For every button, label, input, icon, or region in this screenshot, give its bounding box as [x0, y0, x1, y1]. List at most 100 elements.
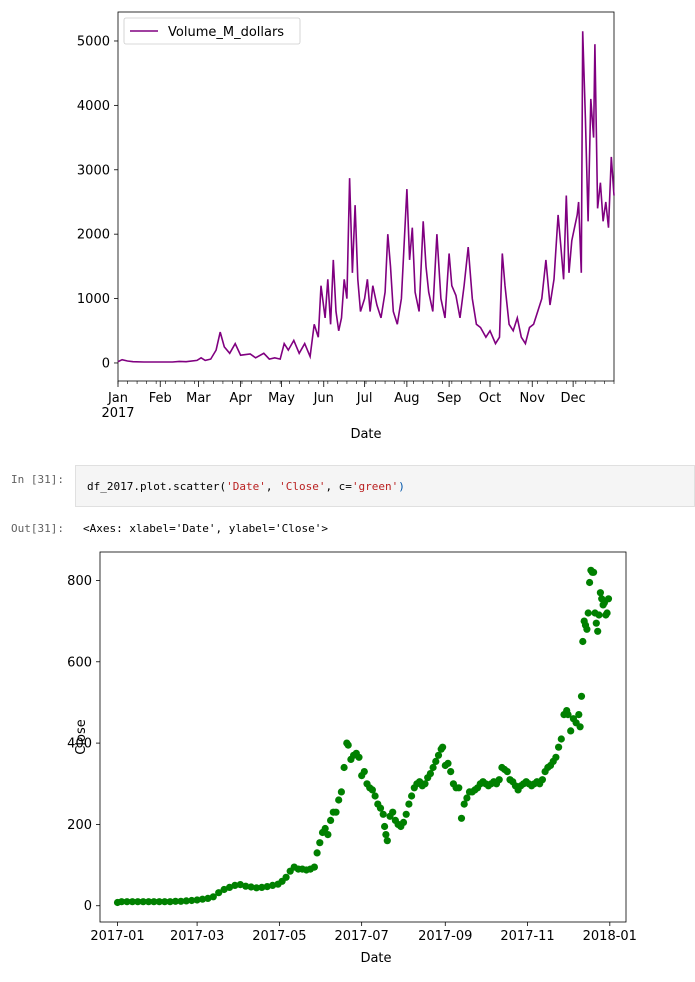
y-tick-label: 800: [67, 574, 92, 589]
scatter-point: [139, 898, 147, 906]
scatter-point: [402, 810, 410, 818]
x-year-label: 2017: [101, 406, 134, 421]
x-tick-label: May: [268, 391, 295, 406]
scatter-point: [457, 814, 466, 822]
scatter-point: [263, 883, 271, 891]
scatter-point: [604, 595, 613, 603]
scatter-point: [590, 568, 598, 576]
x-axis-ticks: Jan Feb Mar Apr May Jun Jul Aug Sep Oct Nov Dec: [107, 381, 615, 406]
scatter-point: [204, 894, 212, 902]
scatter-point: [368, 786, 376, 794]
scatter-point: [408, 792, 416, 800]
scatter-point: [594, 627, 602, 635]
x-tick-label: Jun: [313, 391, 334, 406]
x-tick-label: 2017-11: [500, 929, 554, 944]
scatter-point: [429, 763, 437, 772]
scatter-point: [236, 881, 244, 889]
code-close-paren: ): [398, 480, 405, 493]
scatter-point: [340, 763, 348, 772]
x-tick-label: Nov: [520, 391, 546, 406]
scatter-point: [432, 757, 440, 765]
scatter-point: [426, 770, 434, 778]
y-tick-label: 200: [67, 818, 92, 833]
x-tick-label: 2018-01: [583, 929, 637, 944]
legend: Volume_M_dollars: [123, 17, 301, 45]
x-tick-label: Jan: [107, 391, 128, 406]
scatter-point: [383, 837, 391, 845]
scatter-point: [421, 780, 429, 788]
scatter-point: [155, 898, 163, 906]
y-axis-label: Close: [74, 719, 89, 754]
scatter-point: [134, 898, 142, 906]
x-tick-label: Mar: [186, 391, 211, 406]
x-tick-label: Oct: [479, 391, 501, 406]
scatter-point: [225, 883, 234, 891]
scatter-point: [584, 609, 592, 617]
x-tick-label: 2017-01: [90, 929, 144, 944]
scatter-point: [360, 768, 368, 776]
scatter-point: [557, 735, 565, 743]
scatter-point: [503, 768, 511, 776]
volume-series-line: [117, 31, 615, 363]
scatter-point: [193, 896, 201, 904]
x-tick-label: 2017-03: [170, 929, 224, 944]
scatter-point: [389, 808, 397, 816]
code-text: df_2017.plot.scatter('Date', 'Close', c=…: [87, 480, 405, 493]
y-tick-label: 3000: [77, 163, 110, 178]
code-sep: ,: [265, 480, 280, 493]
y-axis-ticks: 0 200 400 600 800: [67, 574, 100, 914]
y-tick-label: 5000: [77, 34, 110, 49]
scatter-point: [576, 723, 584, 731]
scatter-point: [575, 711, 583, 719]
scatter-point: [171, 897, 180, 905]
scatter-point: [596, 589, 605, 597]
scatter-point: [166, 898, 174, 906]
output-text: <Axes: xlabel='Date', ylabel='Close'>: [83, 522, 329, 535]
scatter-point: [583, 625, 591, 633]
scatter-point: [161, 898, 169, 906]
scatter-point: [177, 897, 185, 905]
scatter-point: [405, 800, 413, 808]
scatter-point: [592, 619, 600, 627]
x-tick-label: 2017-05: [252, 929, 306, 944]
plot-frame: [99, 551, 627, 923]
y-tick-label: 600: [67, 655, 92, 670]
scatter-point: [567, 727, 575, 735]
scatter-point: [247, 883, 255, 891]
legend-label: Volume_M_dollars: [168, 25, 284, 40]
scatter-point: [439, 743, 447, 751]
scatter-point: [310, 863, 318, 871]
scatter-point: [327, 816, 335, 824]
x-tick-label: Aug: [394, 391, 419, 406]
x-axis-label: Date: [360, 951, 391, 966]
scatter-point: [434, 751, 443, 759]
scatter-point: [150, 898, 158, 906]
scatter-point: [355, 753, 363, 761]
legend-box: [123, 17, 301, 45]
scatter-point: [376, 804, 385, 812]
scatter-point: [444, 759, 452, 767]
code-arg-color: 'green': [351, 480, 399, 493]
code-call: df_2017.plot.scatter(: [87, 480, 227, 493]
scatter-point: [399, 818, 408, 826]
y-tick-label: 0: [102, 356, 110, 371]
scatter-point: [316, 839, 324, 847]
scatter-point: [344, 741, 352, 749]
scatter-point: [447, 768, 455, 776]
scatter-point: [123, 898, 131, 906]
scatter-point: [145, 898, 153, 906]
scatter-point: [324, 831, 332, 839]
scatter-point: [231, 881, 239, 889]
y-tick-label: 2000: [77, 228, 110, 243]
scatter-point: [252, 884, 261, 892]
scatter-point: [182, 897, 190, 905]
code-cell-input[interactable]: df_2017.plot.scatter('Date', 'Close', c=…: [75, 465, 695, 507]
scatter-point: [371, 792, 379, 800]
code-arg-date: 'Date': [226, 480, 266, 493]
scatter-point: [188, 896, 196, 905]
scatter-point: [242, 882, 250, 890]
scatter-point: [495, 776, 503, 784]
scatter-point: [321, 824, 329, 833]
x-axis-label: Date: [350, 427, 381, 442]
